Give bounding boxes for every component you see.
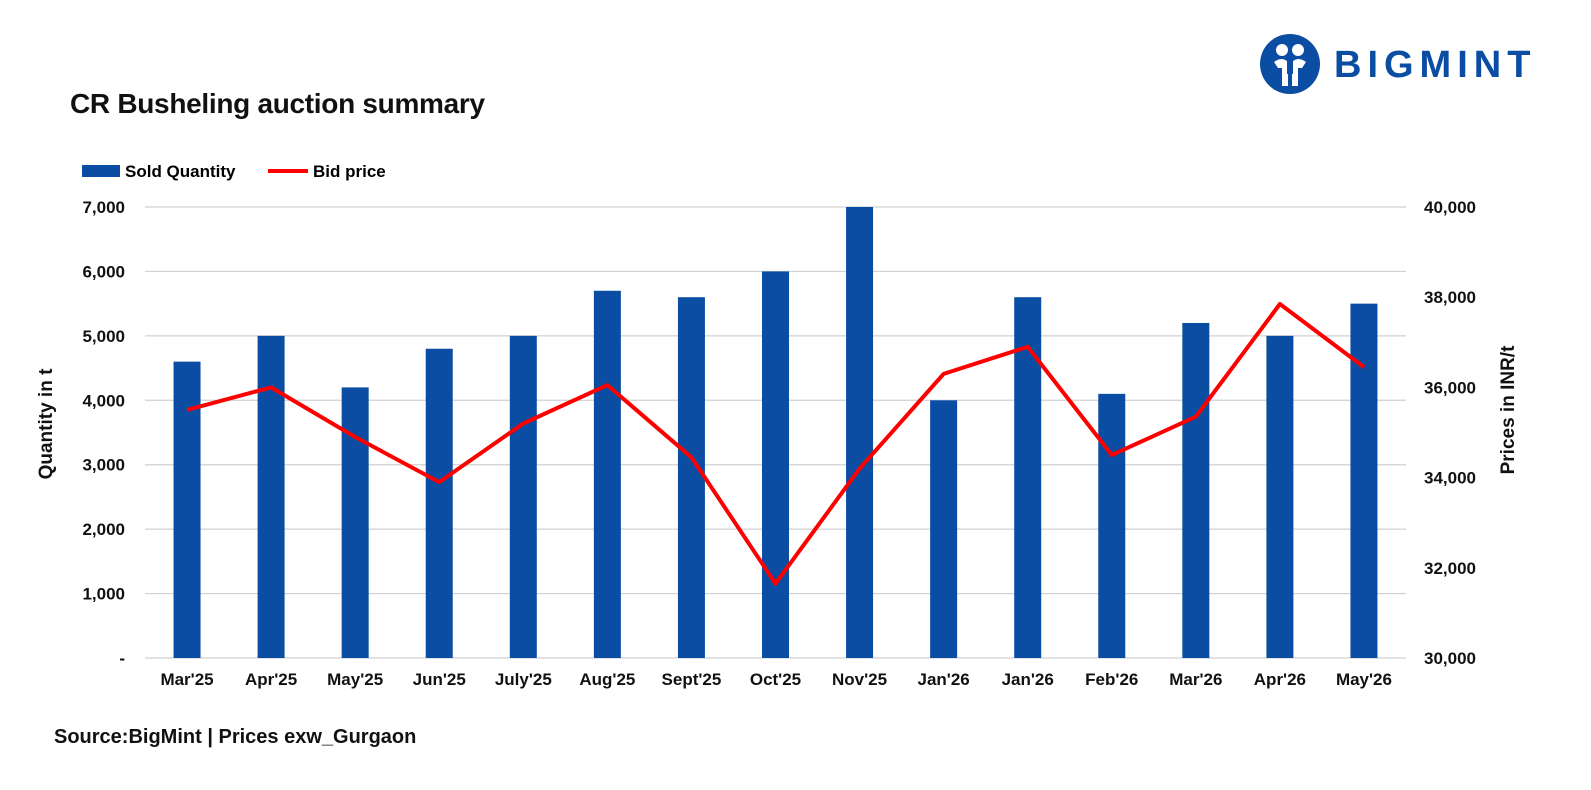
bigmint-logo: BIGMINT — [1258, 32, 1558, 98]
x-tick-label: Sept'25 — [662, 670, 722, 689]
y-tick-label: - — [119, 649, 125, 668]
y-tick-label: 2,000 — [82, 520, 125, 539]
x-tick-label: Jan'26 — [1002, 670, 1054, 689]
y2-tick-label: 40,000 — [1424, 198, 1476, 217]
legend-swatch-sold-quantity — [82, 165, 120, 177]
y-tick-label: 6,000 — [82, 262, 125, 281]
bar-sold-quantity — [425, 348, 453, 658]
legend-label-bid-price: Bid price — [313, 162, 386, 181]
x-tick-label: Apr'25 — [245, 670, 297, 689]
bar-sold-quantity — [677, 297, 705, 658]
x-tick-label: Feb'26 — [1085, 670, 1138, 689]
bar-sold-quantity — [1098, 393, 1126, 658]
y-axis-right-ticks: 30,000 32,000 34,000 36,000 38,000 40,000 — [1424, 198, 1476, 668]
y2-tick-label: 30,000 — [1424, 649, 1476, 668]
y-tick-label: 1,000 — [82, 585, 125, 604]
bar-sold-quantity — [762, 271, 789, 658]
x-tick-label: Apr'26 — [1254, 670, 1306, 689]
bar-sold-quantity — [1266, 335, 1294, 658]
line-bid-price — [186, 302, 1366, 586]
x-tick-label: Nov'25 — [832, 670, 887, 689]
y2-tick-label: 34,000 — [1424, 469, 1476, 488]
chart-title: CR Busheling auction summary — [70, 88, 485, 119]
legend: Sold Quantity Bid price — [82, 162, 386, 181]
y2-tick-label: 36,000 — [1424, 378, 1476, 397]
y2-tick-label: 38,000 — [1424, 288, 1476, 307]
bar-sold-quantity — [593, 290, 621, 658]
bars — [173, 207, 1378, 658]
x-tick-label: Mar'26 — [1169, 670, 1222, 689]
bar-sold-quantity — [341, 387, 369, 658]
source-note: Source:BigMint | Prices exw_Gurgaon — [54, 726, 417, 748]
y-tick-label: 5,000 — [82, 327, 125, 346]
y-axis-left-title: Quantity in t — [36, 368, 57, 480]
y-axis-right-title: Prices in INR/t — [1498, 345, 1519, 474]
bar-sold-quantity — [1182, 322, 1210, 658]
bar-sold-quantity — [173, 361, 201, 658]
bar-sold-quantity — [257, 335, 285, 658]
legend-label-sold-quantity: Sold Quantity — [125, 162, 236, 181]
x-tick-label: May'26 — [1336, 670, 1392, 689]
y-tick-label: 7,000 — [82, 198, 125, 217]
y-tick-label: 4,000 — [82, 391, 125, 410]
x-tick-label: Aug'25 — [579, 670, 635, 689]
bigmint-logo-icon — [1260, 34, 1320, 94]
x-tick-label: July'25 — [495, 670, 552, 689]
x-axis-ticks: Mar'25 Apr'25 May'25 Jun'25 July'25 Aug'25 Sep… — [160, 670, 1392, 689]
bid-price-line — [186, 302, 1366, 586]
logo-text: BIGMINT — [1334, 44, 1537, 86]
x-tick-label: Oct'25 — [750, 670, 801, 689]
x-tick-label: Mar'25 — [160, 670, 213, 689]
y2-tick-label: 32,000 — [1424, 559, 1476, 578]
y-axis-left-ticks: - 1,000 2,000 3,000 4,000 5,000 6,000 7,000 — [82, 198, 125, 668]
x-tick-label: May'25 — [327, 670, 383, 689]
bar-sold-quantity — [930, 400, 958, 658]
bar-sold-quantity — [846, 207, 874, 658]
x-tick-label: Jun'25 — [413, 670, 466, 689]
x-tick-label: Jan'26 — [918, 670, 970, 689]
y-tick-label: 3,000 — [82, 456, 125, 475]
bar-sold-quantity — [1350, 303, 1378, 658]
bar-sold-quantity — [509, 335, 537, 658]
